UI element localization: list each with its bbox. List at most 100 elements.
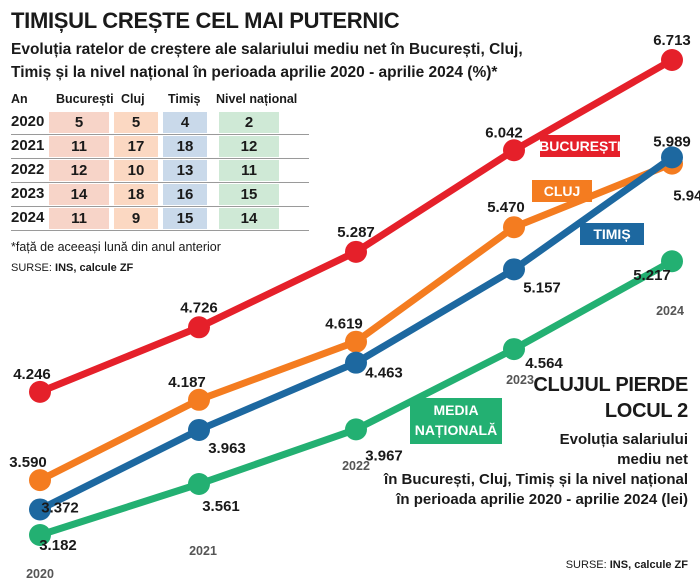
right-title-line1: CLUJUL PIERDE <box>533 374 688 396</box>
data-label: 3.561 <box>202 498 240 515</box>
data-label: 5.989 <box>653 133 691 150</box>
data-label: 4.246 <box>13 366 51 383</box>
table-row-divider <box>11 134 309 135</box>
table-cell: 12 <box>219 136 279 157</box>
data-label: 4.463 <box>365 365 403 382</box>
data-label: 4.187 <box>168 374 206 391</box>
chart-subtitle: Evoluția ratelor de creștere ale salariu… <box>11 41 523 81</box>
table-cell: 16 <box>163 184 207 205</box>
series-name-label: NAȚIONALĂ <box>415 422 497 438</box>
data-label: 3.182 <box>39 537 77 554</box>
data-label: 5.217 <box>633 267 671 284</box>
table-header-4: Nivel național <box>216 92 298 106</box>
table-header-2: Cluj <box>121 92 145 106</box>
table-cell: 17 <box>114 136 158 157</box>
chart-sources: SURSE: INS, calcule ZF <box>566 559 688 571</box>
data-point <box>345 418 367 441</box>
x-tick-label: 2024 <box>656 304 684 318</box>
table-year-2020: 2020 <box>11 113 45 130</box>
table-cell: 13 <box>163 160 207 181</box>
right-subtitle-line2: mediu net <box>617 451 688 468</box>
chart-sources-label: SURSE: <box>565 559 607 571</box>
x-tick-label: 2023 <box>506 373 534 387</box>
data-point <box>661 49 683 71</box>
data-point <box>661 250 683 273</box>
data-label: 4.564 <box>525 355 563 372</box>
data-label: 5.157 <box>523 279 561 296</box>
data-point <box>345 330 367 353</box>
x-tick-label: 2021 <box>189 544 217 558</box>
table-row-divider <box>11 158 309 159</box>
table-cell: 5 <box>114 112 158 133</box>
table-header-0: An <box>11 92 28 106</box>
data-point <box>188 418 210 441</box>
table-cell: 11 <box>49 208 109 229</box>
table-header-1: București <box>56 92 114 106</box>
series-tag-bg <box>532 180 592 202</box>
data-point <box>345 240 367 263</box>
data-point <box>503 258 525 281</box>
chart-sources-text: INS, calcule ZF <box>609 559 688 571</box>
table-header-3: Timiș <box>168 92 201 106</box>
table-year-2022: 2022 <box>11 161 45 178</box>
table-cell: 14 <box>219 208 279 229</box>
table-cell: 18 <box>114 184 158 205</box>
table-cell: 11 <box>49 136 109 157</box>
data-point <box>29 524 51 546</box>
series-name-label: CLUJ <box>544 183 581 199</box>
table-row-divider <box>11 182 309 183</box>
table-year-2024: 2024 <box>11 209 45 226</box>
table-cell: 12 <box>49 160 109 181</box>
table-row-divider <box>11 206 309 207</box>
series-tag-bg <box>410 398 502 444</box>
table-footnote: *față de aceeași lună din anul anterior <box>11 240 221 254</box>
data-label: 4.726 <box>180 299 218 316</box>
right-title-line2: LOCUL 2 <box>604 400 688 422</box>
table-cell: 2 <box>219 112 279 133</box>
x-tick-label: 2022 <box>342 459 370 473</box>
table-cell: 14 <box>49 184 109 205</box>
series-name-label: MEDIA <box>433 402 478 418</box>
data-label: 3.372 <box>41 499 79 516</box>
table-cell: 4 <box>163 112 207 133</box>
table-year-2021: 2021 <box>11 137 45 154</box>
data-label: 4.619 <box>325 316 363 333</box>
data-label: 6.042 <box>485 124 523 141</box>
table-sources-text: INS, calcule ZF <box>55 262 134 274</box>
series-tag-bg <box>580 223 644 245</box>
table-year-2023: 2023 <box>11 185 45 202</box>
table-cell: 10 <box>114 160 158 181</box>
table-cell: 5 <box>49 112 109 133</box>
table-cell: 11 <box>219 160 279 181</box>
table-sources: SURSE: INS, calcule ZF <box>11 262 133 274</box>
data-point <box>188 388 210 411</box>
right-subtitle-line4: în perioada aprilie 2020 - aprilie 2024 … <box>396 491 688 508</box>
data-point <box>29 380 51 403</box>
x-tick-label: 2020 <box>26 567 54 581</box>
series-name-label: BUCUREȘTI <box>539 138 621 154</box>
data-label: 6.713 <box>653 32 691 49</box>
data-point <box>503 216 525 239</box>
table-cell: 15 <box>163 208 207 229</box>
data-point <box>503 139 525 162</box>
right-block-title: CLUJUL PIERDE LOCUL 2 <box>533 372 688 424</box>
data-label: 5.943 <box>673 188 700 205</box>
right-block-subtitle: Evoluția salariului mediu net în Bucureș… <box>358 430 688 510</box>
data-point <box>188 316 210 339</box>
series-name-label: TIMIȘ <box>593 226 630 242</box>
right-subtitle-line3: în București, Cluj, Timiș și la nivel na… <box>384 471 688 488</box>
right-subtitle-line1: Evoluția salariului <box>559 431 688 448</box>
table-row-divider <box>11 230 309 231</box>
table-cell: 18 <box>163 136 207 157</box>
data-point <box>29 469 51 492</box>
data-label: 5.470 <box>487 199 525 216</box>
data-point <box>661 146 683 169</box>
data-point <box>188 473 210 496</box>
data-point <box>345 351 367 374</box>
table-cell: 9 <box>114 208 158 229</box>
series-tag-bg <box>540 135 620 157</box>
data-point <box>503 338 525 361</box>
data-label: 3.590 <box>9 454 47 471</box>
chart-title: TIMIȘUL CREȘTE CEL MAI PUTERNIC <box>11 8 400 33</box>
